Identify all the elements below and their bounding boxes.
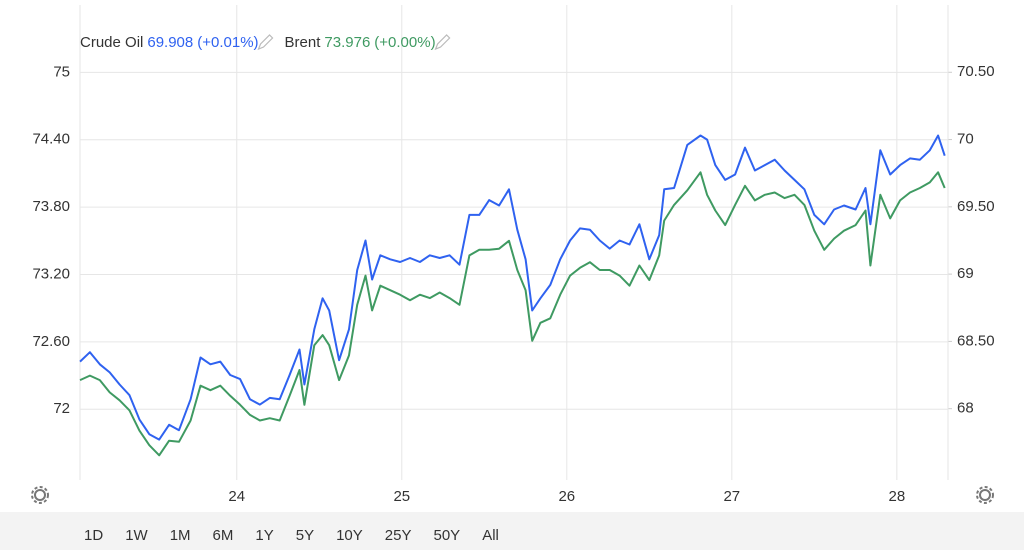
range-button[interactable]: 25Y — [385, 527, 412, 544]
range-button[interactable]: 5Y — [296, 527, 314, 544]
legend-text: (+0.01%) — [197, 34, 258, 51]
x-tick-label: 26 — [558, 488, 575, 505]
edit-icon[interactable] — [434, 34, 451, 51]
y2-tick-label: 69.50 — [957, 198, 995, 215]
gear-teeth — [31, 486, 49, 504]
range-button[interactable]: 10Y — [336, 527, 363, 544]
y-tick-label: 74.40 — [32, 131, 70, 148]
y2-tick-label: 70.50 — [957, 63, 995, 80]
y2-tick-label: 69 — [957, 265, 974, 282]
x-tick-label: 24 — [228, 488, 245, 505]
legend-entry: Crude Oil 69.908 (+0.01%) — [80, 34, 259, 51]
legend-entry: Brent 73.976 (+0.00%) — [285, 34, 436, 51]
legend-text: (+0.00%) — [374, 34, 435, 51]
x-tick-label: 27 — [723, 488, 740, 505]
range-button[interactable]: 6M — [213, 527, 234, 544]
y-tick-label: 72 — [53, 400, 70, 417]
legend-text: 73.976 — [324, 34, 370, 51]
gear-icon[interactable] — [979, 489, 991, 501]
range-button[interactable]: 1D — [84, 527, 103, 544]
settings — [31, 486, 994, 504]
edit-icon[interactable] — [257, 34, 274, 51]
range-button[interactable]: 1W — [125, 527, 148, 544]
range-bar — [0, 512, 1024, 550]
y2-tick-label: 68.50 — [957, 332, 995, 349]
y-tick-label: 73.20 — [32, 265, 70, 282]
series-line — [79, 134, 946, 441]
gear-teeth — [976, 486, 994, 504]
range-button[interactable]: All — [482, 527, 499, 544]
x-tick-label: 25 — [393, 488, 410, 505]
series-line — [79, 171, 946, 457]
range-button[interactable]: 1Y — [255, 527, 273, 544]
y-tick-label: 73.80 — [32, 198, 70, 215]
gear-icon[interactable] — [34, 489, 46, 501]
legend-text: 69.908 — [147, 34, 193, 51]
legend-text: Crude Oil — [80, 34, 143, 51]
range-button[interactable]: 50Y — [434, 527, 461, 544]
y-tick-label: 75 — [53, 63, 70, 80]
legend-text: Brent — [285, 34, 322, 51]
y2-tick-label: 68 — [957, 400, 974, 417]
x-tick-label: 28 — [889, 488, 906, 505]
y-tick-label: 72.60 — [32, 333, 70, 350]
range-button[interactable]: 1M — [170, 527, 191, 544]
y2-tick-label: 70 — [957, 131, 974, 148]
